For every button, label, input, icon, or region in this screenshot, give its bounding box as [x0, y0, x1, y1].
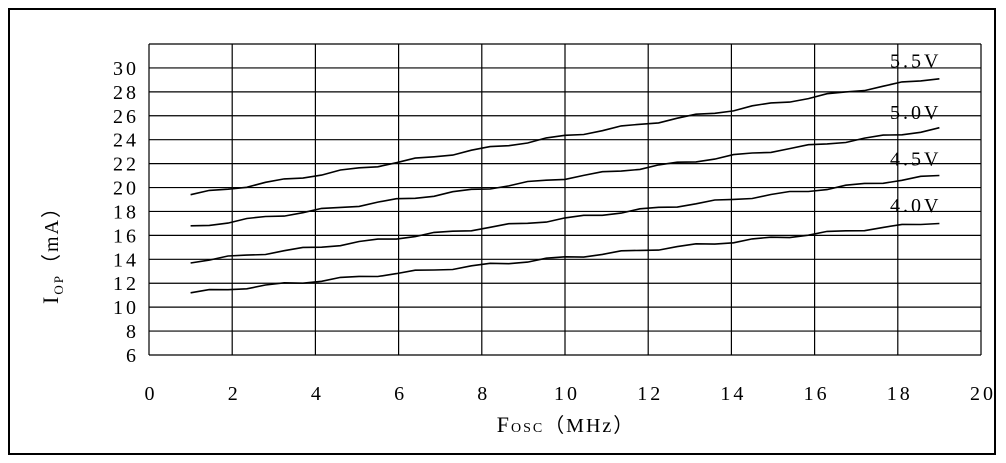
x-tick-label: 12	[637, 383, 663, 405]
x-tick-label: 20	[970, 383, 996, 405]
y-tick-label: 12	[113, 273, 139, 295]
y-tick-label: 8	[126, 321, 139, 343]
series-labels: 5.5V 5.0V 4.5V 4.0V	[890, 50, 941, 217]
series-line-5-5V	[190, 78, 940, 196]
x-tick-label: 0	[145, 383, 158, 405]
x-tick-label: 16	[804, 383, 830, 405]
y-axis-label: IOP（mA）	[38, 196, 66, 304]
y-tick-label: 14	[113, 249, 139, 271]
y-axis-label-sub: OP	[51, 274, 66, 295]
y-axis-label-main: I	[38, 295, 63, 304]
chart-frame	[8, 8, 996, 455]
x-tick-label: 6	[394, 383, 407, 405]
series-label: 5.0V	[890, 102, 941, 124]
x-axis-label: FOSC（MHz）	[497, 412, 636, 437]
y-tick-label: 20	[113, 178, 139, 200]
y-tick-label: 10	[113, 297, 139, 319]
x-axis-label-main: F	[497, 412, 511, 437]
series-line-4-0V	[190, 222, 940, 294]
x-tick-label: 2	[228, 383, 241, 405]
y-axis-label-unit: （mA）	[40, 196, 63, 274]
y-tick-label: 6	[126, 345, 139, 367]
x-tick-label: 8	[477, 383, 490, 405]
x-axis-label-sub: OSC	[511, 421, 544, 436]
y-tick-label: 28	[113, 82, 139, 104]
y-tick-label: 26	[113, 106, 139, 128]
y-tick-label: 22	[113, 154, 139, 176]
series-label: 4.0V	[890, 195, 941, 217]
series-line-4-5V	[190, 174, 940, 264]
x-axis-label-unit: （MHz）	[544, 414, 635, 437]
x-tick-label: 4	[311, 383, 324, 405]
y-tick-label: 30	[113, 58, 139, 80]
x-tick-label: 14	[720, 383, 746, 405]
y-tick-label: 18	[113, 201, 139, 223]
x-tick-label: 18	[887, 383, 913, 405]
series-lines	[190, 78, 940, 294]
y-tick-label: 24	[113, 130, 139, 152]
series-label: 5.5V	[890, 50, 941, 72]
series-label: 4.5V	[890, 149, 941, 171]
x-tick-label: 10	[554, 383, 580, 405]
series-line-5-0V	[190, 126, 940, 227]
y-tick-label: 16	[113, 225, 139, 247]
